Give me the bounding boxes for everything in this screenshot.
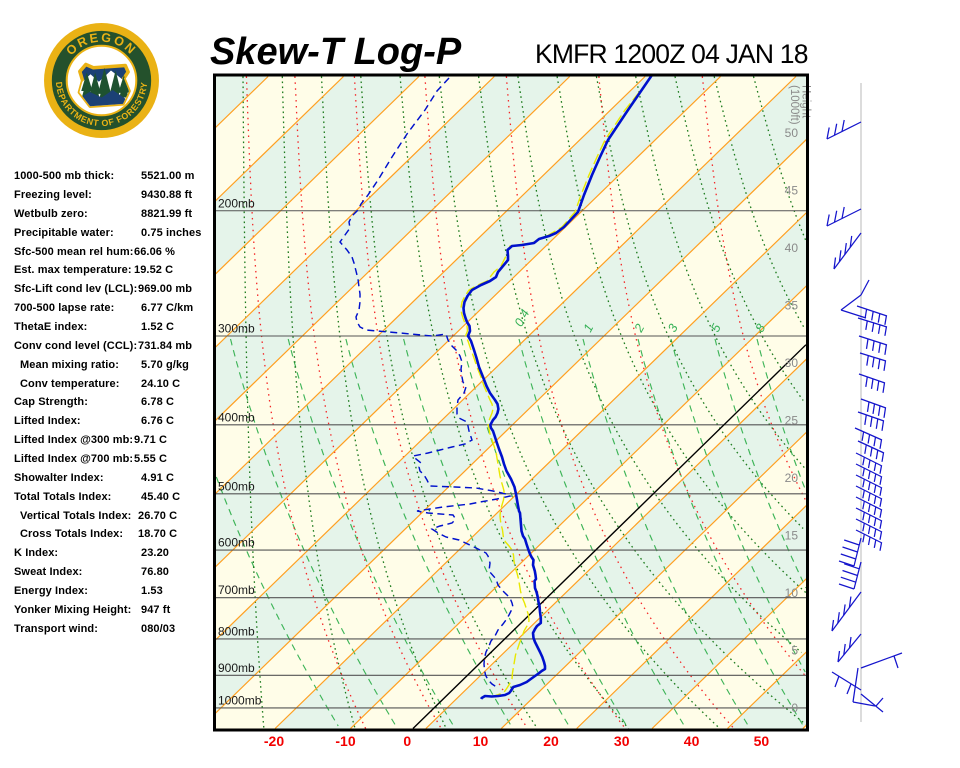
svg-text:40: 40 [684,733,700,749]
svg-text:800mb: 800mb [218,625,255,639]
svg-text:900mb: 900mb [218,661,255,675]
svg-text:40: 40 [785,241,799,255]
svg-text:50: 50 [754,733,770,749]
svg-text:30: 30 [614,733,630,749]
svg-text:-20: -20 [264,733,284,749]
svg-text:25: 25 [785,414,799,428]
svg-text:35: 35 [785,299,799,313]
svg-text:30: 30 [785,356,799,370]
svg-text:10: 10 [473,733,489,749]
svg-text:700mb: 700mb [218,583,255,597]
svg-text:Height: Height [800,85,812,119]
svg-text:(1000ft): (1000ft) [788,85,800,125]
svg-text:0: 0 [403,733,411,749]
svg-text:0: 0 [791,701,798,715]
svg-text:45: 45 [785,184,799,198]
svg-text:1000mb: 1000mb [218,693,262,707]
svg-text:50: 50 [785,126,799,140]
svg-text:15: 15 [785,529,799,543]
svg-text:5: 5 [791,644,798,658]
svg-text:20: 20 [785,471,799,485]
svg-text:500mb: 500mb [218,479,255,493]
svg-text:-10: -10 [335,733,355,749]
svg-text:10: 10 [785,586,799,600]
svg-text:400mb: 400mb [218,410,255,424]
svg-text:600mb: 600mb [218,536,255,550]
svg-text:200mb: 200mb [218,196,255,210]
svg-text:20: 20 [543,733,559,749]
svg-text:300mb: 300mb [218,322,255,336]
